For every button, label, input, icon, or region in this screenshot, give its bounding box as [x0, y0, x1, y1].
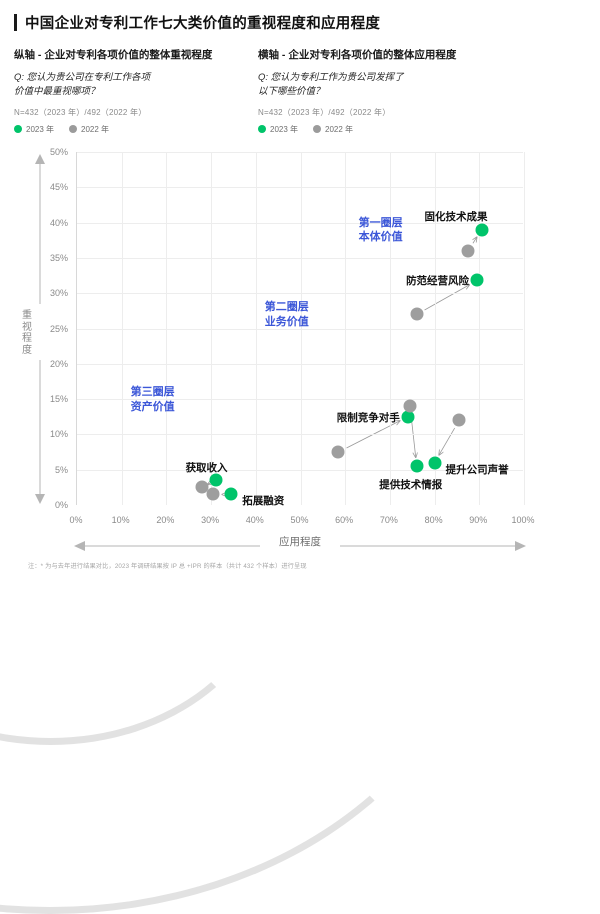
- data-point-2023[interactable]: [401, 410, 415, 424]
- legend-dot-2022-icon: [69, 125, 78, 134]
- x-axis-heading: 横轴 - 企业对专利各项价值的整体应用程度: [258, 49, 457, 61]
- data-point-2022[interactable]: [331, 445, 345, 459]
- ring-label-name: 第二圈层: [264, 301, 309, 314]
- x-axis-arrow-icon: [74, 540, 526, 552]
- gridline-horizontal: [77, 222, 523, 224]
- y-axis-tick-label: 30%: [49, 288, 68, 299]
- y-axis-tick-label: 10%: [49, 429, 68, 440]
- x-axis-tick-label: 50%: [290, 515, 309, 525]
- gridline-horizontal: [77, 152, 523, 153]
- legend-dot-2022-icon: [313, 125, 322, 134]
- ring-label-2: 第二圈层 业务价值: [265, 300, 309, 330]
- y-axis-tick-label: 45%: [49, 182, 68, 193]
- x-axis-tick-label: 0%: [69, 515, 83, 525]
- gridline-vertical: [524, 152, 525, 505]
- x-axis-tick-label: 80%: [424, 515, 443, 525]
- y-axis-sample-size: N=432（2023 年）/492（2022 年）: [14, 107, 147, 117]
- change-arrow: [473, 237, 477, 244]
- change-arrow: [424, 285, 470, 311]
- data-point-2022[interactable]: [452, 413, 466, 427]
- ring-label-value: 业务价值: [264, 316, 309, 329]
- legend-item-2023: 2023 年: [258, 124, 298, 135]
- data-point-label: 固化技术成果: [424, 210, 488, 223]
- x-axis-tick-label: 70%: [379, 515, 398, 525]
- data-point-label: 提供技术情报: [379, 479, 443, 492]
- data-point-2023[interactable]: [475, 223, 489, 237]
- y-axis-legend: 2023 年 2022 年: [14, 124, 244, 135]
- data-point-2022[interactable]: [206, 487, 220, 501]
- data-point-2023[interactable]: [209, 473, 223, 487]
- data-point-2023[interactable]: [470, 273, 484, 287]
- x-axis-tick-label: 30%: [201, 515, 220, 525]
- data-point-label: 提升公司声誉: [445, 463, 509, 476]
- data-point-2022[interactable]: [410, 307, 424, 321]
- ring-label-name: 第一圈层: [358, 216, 403, 229]
- legend-label-2023: 2023 年: [26, 124, 55, 134]
- legend-label-2022: 2022 年: [81, 124, 110, 134]
- y-axis-tick-label: 20%: [49, 358, 68, 369]
- y-axis-heading: 纵轴 - 企业对专利各项价值的整体重视程度: [14, 49, 213, 61]
- data-point-label: 防范经营风险: [406, 275, 470, 288]
- x-axis-tick-label: 100%: [511, 515, 535, 525]
- ring-label-3: 第三圈层 资产价值: [131, 385, 175, 415]
- y-axis-tick-label: 35%: [49, 252, 68, 263]
- x-axis-tick-label: 40%: [245, 515, 264, 525]
- gridline-horizontal: [77, 257, 523, 259]
- x-axis-tick-label: 60%: [335, 515, 354, 525]
- axis-description-vertical: 纵轴 - 企业对专利各项价值的整体重视程度 Q: 您认为贵公司在专利工作各项 价…: [14, 47, 244, 135]
- ring-label-name: 第三圈层: [130, 385, 175, 398]
- ring-label-value: 资产价值: [130, 400, 175, 413]
- legend-dot-2023-icon: [258, 125, 266, 134]
- data-point-label: 拓展融资: [242, 495, 285, 508]
- scatter-chart: 重视程度 第一圈层 本体价值 第二圈层 业务价值 第三圈层 资产价值 固化技术成果 防范经营风…: [0, 140, 600, 914]
- data-point-2023[interactable]: [224, 487, 238, 501]
- y-axis-tick-label: 50%: [49, 147, 68, 157]
- legend-item-2023: 2023 年: [14, 124, 54, 135]
- x-axis-title: 应用程度: [279, 536, 321, 548]
- title-text: 中国企业对专利工作七大类价值的重视程度和应用程度: [25, 16, 381, 32]
- x-axis-tick-label: 90%: [469, 515, 488, 525]
- gridline-horizontal: [77, 187, 523, 189]
- y-axis-tick-label: 15%: [49, 394, 68, 405]
- data-point-label: 获取收入: [185, 462, 228, 475]
- legend-item-2022: 2022 年: [69, 124, 109, 135]
- x-axis-legend: 2023 年 2022 年: [258, 124, 488, 135]
- axis-description-horizontal: 横轴 - 企业对专利各项价值的整体应用程度 Q: 您认为专利工作为贵公司发挥了 …: [258, 47, 488, 135]
- data-point-2023[interactable]: [428, 456, 442, 470]
- data-point-2022[interactable]: [403, 399, 417, 413]
- y-axis-tick-label: 25%: [49, 323, 68, 334]
- data-point-2022[interactable]: [195, 480, 209, 494]
- page-title: 中国企业对专利工作七大类价值的重视程度和应用程度: [0, 0, 600, 33]
- y-axis-tick-label: 0%: [54, 500, 68, 510]
- y-axis-tick-label: 40%: [49, 217, 68, 228]
- legend-item-2022: 2022 年: [313, 124, 353, 135]
- x-axis-tick-label: 10%: [111, 515, 130, 525]
- data-point-2022[interactable]: [461, 244, 475, 258]
- title-accent-bar: [14, 14, 17, 31]
- header-columns: 纵轴 - 企业对专利各项价值的整体重视程度 Q: 您认为贵公司在专利工作各项 价…: [0, 33, 600, 135]
- x-axis-question: Q: 您认为专利工作为贵公司发挥了 以下哪些价值？: [258, 72, 404, 97]
- legend-label-2022: 2022 年: [325, 124, 354, 134]
- y-axis-question: Q: 您认为贵公司在专利工作各项 价值中最重视哪项？: [14, 72, 151, 97]
- ring-label-1: 第一圈层 本体价值: [359, 216, 403, 246]
- legend-dot-2023-icon: [14, 125, 22, 134]
- data-point-label: 限制竞争对手: [336, 411, 400, 424]
- ring-label-value: 本体价值: [358, 231, 403, 244]
- data-point-2023[interactable]: [410, 459, 424, 473]
- plot-area: 第一圈层本体价值第二圈层业务价值第三圈层资产价值 固化技术成果防范经营风险限制竞争…: [0, 152, 525, 914]
- legend-label-2023: 2023 年: [270, 124, 299, 134]
- x-axis-sample-size: N=432（2023 年）/492（2022 年）: [258, 107, 391, 117]
- x-axis-tick-label: 20%: [156, 515, 175, 525]
- footnote: 注：* 为与去年进行结果对比，2023 年调研结果按 IP 总 +IPR 的样本…: [28, 563, 307, 570]
- y-axis-tick-label: 5%: [54, 464, 68, 475]
